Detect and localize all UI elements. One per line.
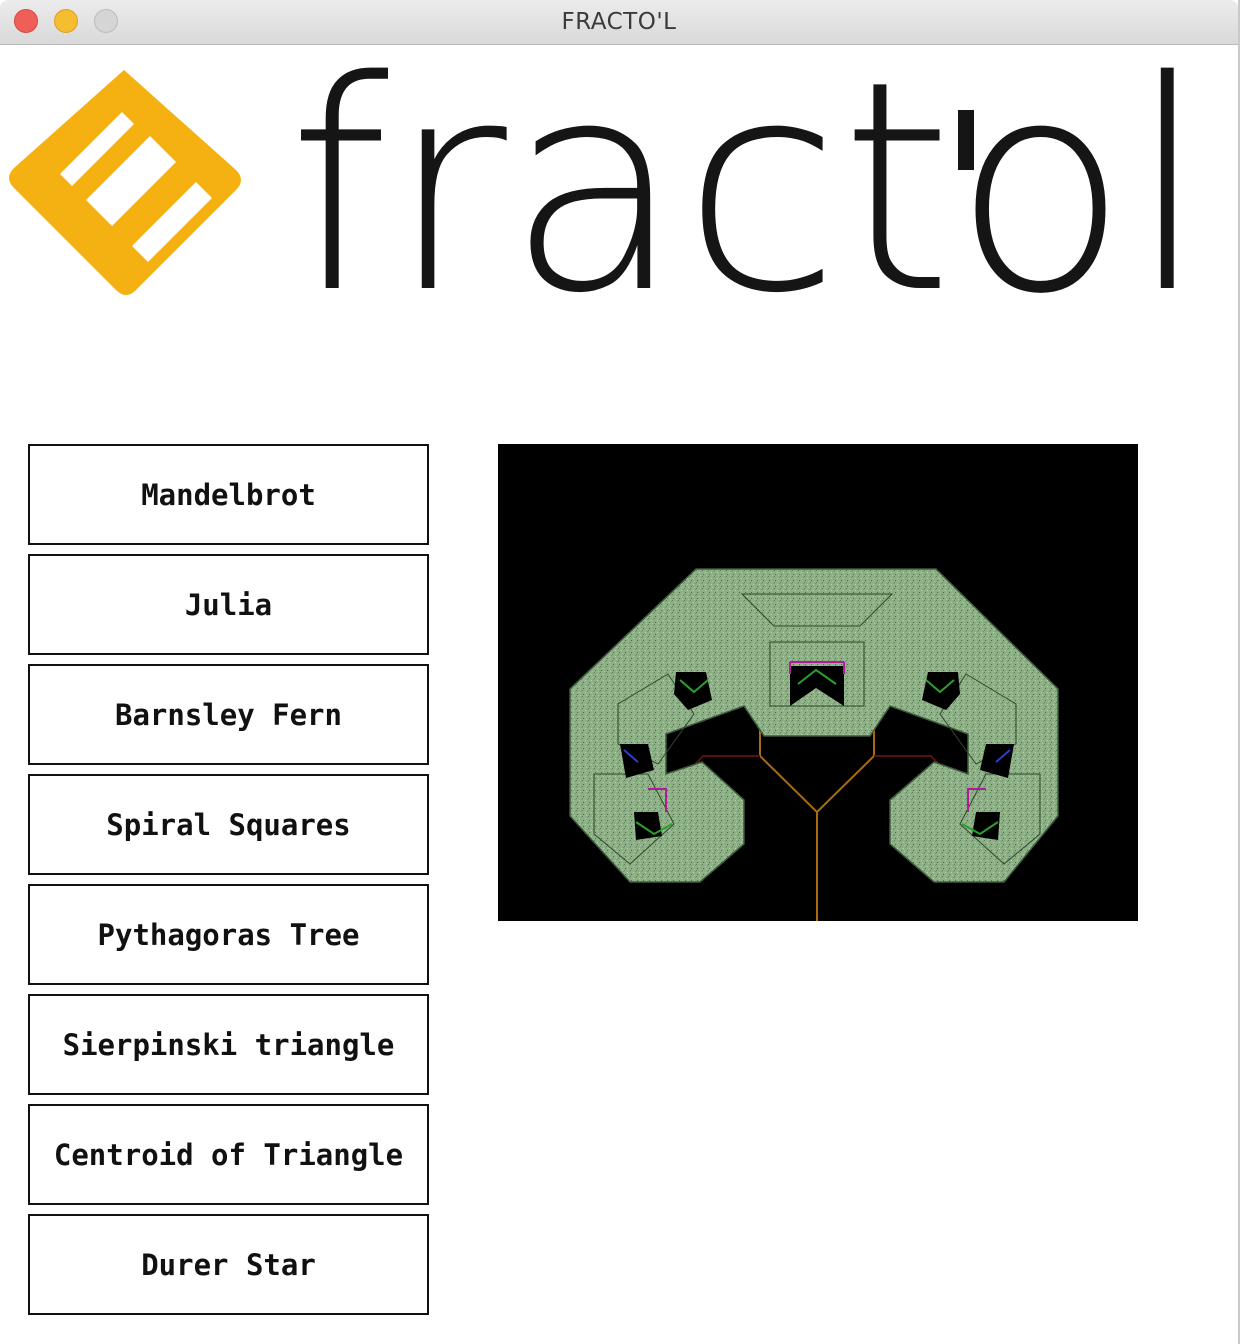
pythagoras-tree-icon — [569, 568, 1059, 921]
zoom-window-button[interactable] — [94, 9, 118, 33]
fractal-preview — [498, 444, 1138, 921]
julia-button[interactable]: Julia — [28, 554, 429, 655]
logo-wordmark: fractol — [288, 50, 1208, 310]
spiral-squares-button[interactable]: Spiral Squares — [28, 774, 429, 875]
sierpinski-triangle-button[interactable]: Sierpinski triangle — [28, 994, 429, 1095]
barnsley-fern-button[interactable]: Barnsley Fern — [28, 664, 429, 765]
centroid-of-triangle-button[interactable]: Centroid of Triangle — [28, 1104, 429, 1205]
logo-mark-icon — [9, 70, 241, 295]
pythagoras-tree-button[interactable]: Pythagoras Tree — [28, 884, 429, 985]
durer-star-button[interactable]: Durer Star — [28, 1214, 429, 1315]
window-title: FRACTO'L — [561, 9, 677, 35]
title-bar[interactable]: FRACTO'L — [0, 0, 1238, 45]
minimize-window-button[interactable] — [54, 9, 78, 33]
mandelbrot-button[interactable]: Mandelbrot — [28, 444, 429, 545]
fractol-logo: fractol — [9, 50, 1208, 310]
close-window-button[interactable] — [14, 9, 38, 33]
